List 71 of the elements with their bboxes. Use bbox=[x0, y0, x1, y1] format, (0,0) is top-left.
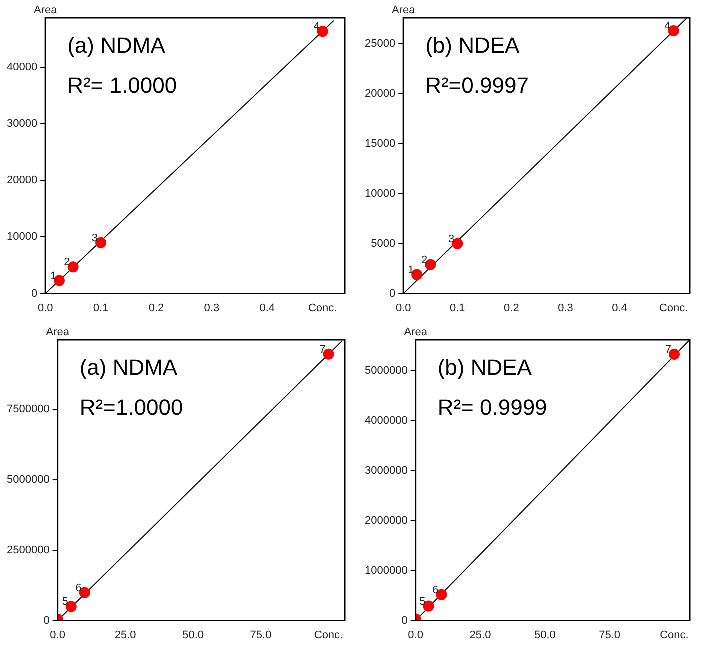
y-tick-label: 10000 bbox=[364, 188, 396, 200]
annotation: R²= 0.9999 bbox=[438, 395, 548, 420]
y-tick-label: 1000000 bbox=[364, 564, 408, 577]
x-tick-label: Conc. bbox=[660, 629, 689, 642]
x-tick-label: Conc. bbox=[314, 629, 344, 642]
text: (a) NDMA bbox=[80, 355, 178, 380]
text: (a) NDMA bbox=[68, 33, 166, 58]
x-tick-label: 0.2 bbox=[148, 302, 164, 314]
y-tick-label: 3000000 bbox=[364, 464, 408, 477]
y-tick-label: 40000 bbox=[6, 61, 38, 74]
annotation: 4 bbox=[314, 21, 320, 34]
y-axis-title: Area bbox=[34, 4, 58, 17]
y-tick-label: 2500000 bbox=[6, 544, 50, 556]
x-tick-label: 0.4 bbox=[612, 302, 628, 314]
x-tick-label: 50.0 bbox=[534, 629, 556, 642]
y-tick-label: 4000000 bbox=[364, 414, 408, 427]
y-tick-label: 7500000 bbox=[6, 403, 50, 416]
annotation: 2 bbox=[421, 254, 428, 266]
y-tick-label: 20000 bbox=[6, 174, 38, 187]
annotation: 4 bbox=[664, 20, 671, 33]
annotation: 3 bbox=[92, 232, 98, 244]
x-tick-label: 0.3 bbox=[558, 302, 574, 314]
x-tick-label: 50.0 bbox=[182, 629, 204, 642]
x-tick-label: 0.1 bbox=[93, 302, 109, 314]
x-tick-label: 75.0 bbox=[250, 629, 272, 642]
y-tick-label: 25000 bbox=[364, 38, 396, 50]
y-axis-title: Area bbox=[46, 326, 70, 339]
annotation: 2 bbox=[64, 256, 70, 269]
text: (b) NDEA bbox=[438, 355, 532, 380]
x-tick-label: 0.0 bbox=[50, 629, 66, 642]
x-tick-label: 25.0 bbox=[470, 629, 492, 642]
annotation: R²=0.9997 bbox=[426, 73, 529, 98]
y-tick-label: 5000 bbox=[371, 238, 396, 250]
annotation: R²=1.0000 bbox=[80, 395, 184, 420]
x-tick-label: 0.0 bbox=[408, 629, 424, 642]
annotation: 6 bbox=[432, 584, 439, 596]
annotation: 7 bbox=[320, 344, 326, 356]
y-tick-label: 0 bbox=[31, 288, 38, 300]
x-tick-label: 0.0 bbox=[38, 302, 54, 314]
y-axis-title: Area bbox=[392, 4, 416, 17]
annotation: 7 bbox=[665, 344, 672, 356]
x-tick-label: 25.0 bbox=[114, 629, 136, 642]
y-axis-title: Area bbox=[404, 326, 428, 339]
annotation: 5 bbox=[62, 596, 68, 608]
y-tick-label: 10000 bbox=[6, 231, 38, 244]
y-tick-label: 5000000 bbox=[6, 474, 50, 486]
annotation: 1 bbox=[408, 264, 414, 276]
annotation: 5 bbox=[420, 596, 426, 608]
y-tick-label: 0 bbox=[402, 614, 408, 627]
x-tick-label: 0.2 bbox=[504, 302, 520, 314]
x-tick-label: 0.4 bbox=[260, 302, 276, 314]
annotation: 6 bbox=[76, 582, 82, 594]
point bbox=[425, 259, 436, 270]
x-tick-label: 0.1 bbox=[450, 302, 466, 314]
y-tick-label: 30000 bbox=[6, 118, 38, 130]
y-tick-label: 5000000 bbox=[364, 365, 408, 378]
x-tick-label: Conc. bbox=[308, 302, 338, 314]
x-tick-label: 0.3 bbox=[204, 302, 220, 314]
x-tick-label: 75.0 bbox=[599, 629, 621, 642]
annotation: 3 bbox=[448, 233, 455, 246]
annotation: 1 bbox=[50, 270, 56, 282]
x-tick-label: Conc. bbox=[659, 302, 688, 314]
y-tick-label: 20000 bbox=[364, 88, 396, 100]
y-tick-label: 2000000 bbox=[364, 514, 408, 527]
x-tick-label: 0.0 bbox=[396, 302, 412, 314]
y-tick-label: 0 bbox=[389, 288, 396, 300]
y-tick-label: 0 bbox=[44, 614, 50, 627]
y-tick-label: 15000 bbox=[364, 138, 396, 150]
text: (b) NDEA bbox=[426, 33, 520, 58]
point bbox=[96, 237, 107, 248]
annotation: R²= 1.0000 bbox=[68, 73, 178, 98]
